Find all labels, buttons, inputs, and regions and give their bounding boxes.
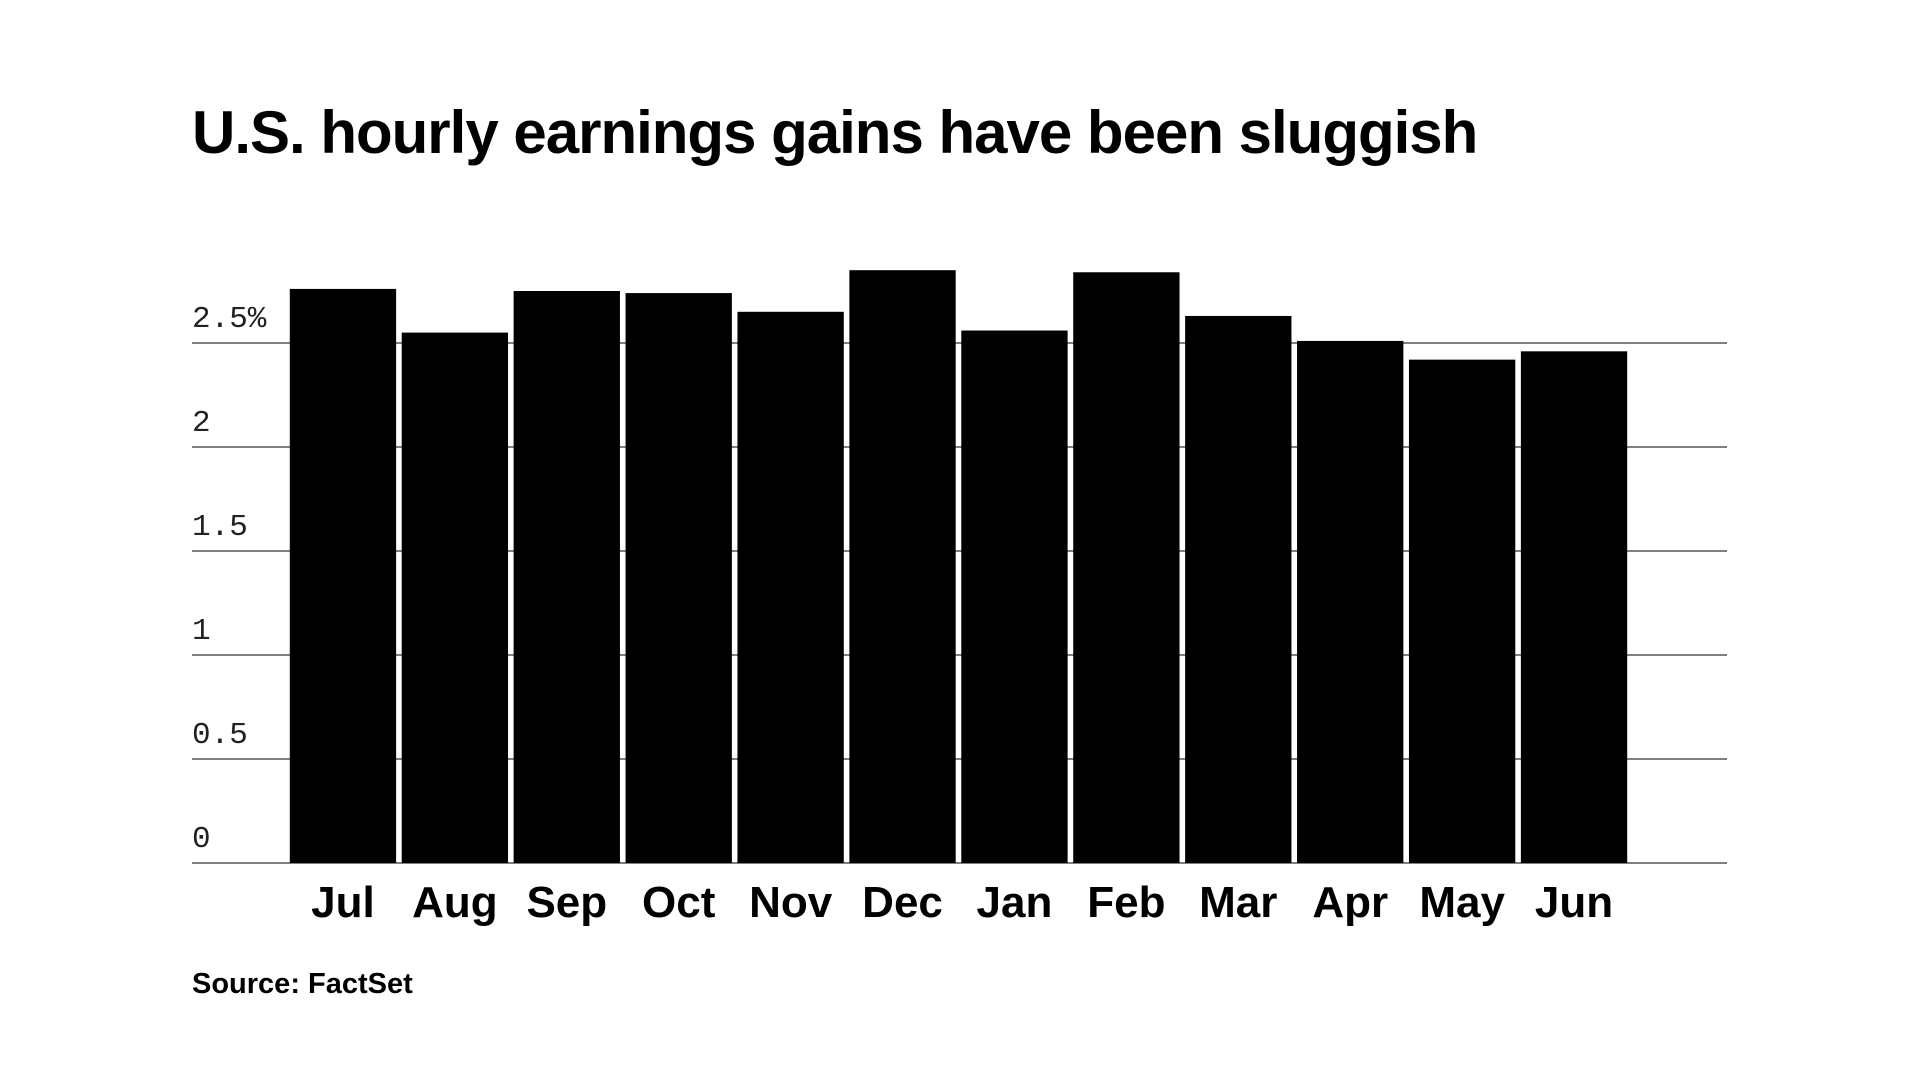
y-tick-label: 0 bbox=[192, 822, 211, 857]
bar bbox=[1297, 340, 1404, 863]
x-tick-label: Feb bbox=[1087, 878, 1165, 927]
x-tick-label: Jul bbox=[311, 878, 375, 927]
bar bbox=[1408, 359, 1516, 863]
y-tick-label: 0.5 bbox=[192, 718, 248, 753]
bar bbox=[289, 288, 397, 863]
chart-title: U.S. hourly earnings gains have been slu… bbox=[192, 99, 1477, 166]
x-tick-label: Nov bbox=[749, 878, 833, 927]
bar bbox=[513, 291, 620, 863]
bar bbox=[1520, 351, 1628, 863]
bar bbox=[401, 332, 509, 864]
source: Source: FactSet bbox=[192, 968, 413, 1000]
x-tick-label: Jun bbox=[1535, 878, 1613, 927]
bar bbox=[1185, 315, 1292, 864]
bar bbox=[961, 330, 1068, 863]
bar bbox=[1073, 272, 1180, 863]
x-tick-label: Mar bbox=[1199, 878, 1277, 927]
x-tick-label: May bbox=[1419, 878, 1505, 927]
bar bbox=[625, 293, 732, 864]
x-tick-label: Oct bbox=[642, 878, 716, 927]
y-tick-label: 1.5 bbox=[192, 510, 248, 545]
x-tick-label: Jan bbox=[977, 878, 1053, 927]
y-tick-label: 2 bbox=[192, 406, 211, 441]
x-tick-label: Apr bbox=[1312, 878, 1388, 927]
bar bbox=[737, 311, 844, 863]
x-tick-label: Dec bbox=[862, 878, 943, 927]
y-tick-label: 1 bbox=[192, 614, 211, 649]
x-tick-label: Aug bbox=[412, 878, 498, 927]
bar bbox=[849, 270, 956, 863]
y-tick-label: 2.5% bbox=[192, 302, 267, 337]
x-tick-label: Sep bbox=[526, 878, 607, 927]
